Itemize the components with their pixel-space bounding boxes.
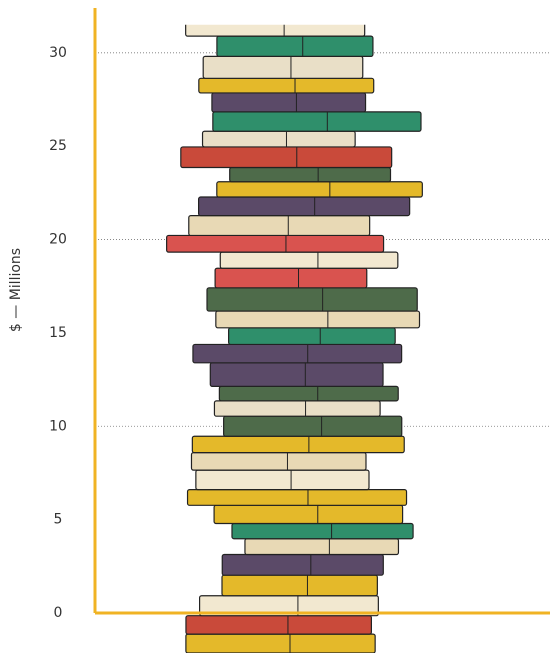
- y-tick-label: 10: [49, 418, 67, 434]
- book: [186, 616, 371, 634]
- y-tick-label: 15: [49, 325, 67, 341]
- book: [167, 235, 384, 252]
- book: [181, 147, 392, 168]
- book: [199, 197, 410, 216]
- book: [189, 216, 370, 236]
- book: [192, 436, 404, 452]
- book: [222, 554, 383, 575]
- y-tick-label: 5: [54, 512, 63, 528]
- book: [220, 252, 398, 268]
- book: [245, 539, 399, 555]
- book: [216, 311, 420, 328]
- book: [213, 112, 421, 131]
- book: [207, 288, 417, 311]
- book: [203, 56, 363, 78]
- y-tick-label: 30: [49, 45, 67, 61]
- book: [215, 268, 367, 288]
- book: [214, 505, 403, 523]
- book: [217, 36, 373, 56]
- book: [196, 470, 369, 489]
- book: [188, 490, 407, 506]
- book: [186, 634, 375, 653]
- y-tick-label: 25: [49, 138, 67, 154]
- y-tick-label: 0: [54, 605, 63, 621]
- book: [232, 524, 413, 539]
- book: [219, 386, 398, 400]
- book: [222, 575, 377, 596]
- book: [191, 453, 366, 471]
- y-tick-label: 20: [49, 232, 67, 248]
- book: [212, 93, 366, 112]
- y-axis-label: $ — Millions: [8, 248, 24, 332]
- book: [203, 131, 356, 147]
- book: [217, 182, 423, 197]
- book: [186, 17, 365, 36]
- book: [230, 168, 391, 182]
- book-stack: [167, 17, 423, 653]
- chart: $ — Millions 0 5 10 15 20 25 30: [0, 0, 550, 656]
- book: [214, 401, 380, 416]
- book: [193, 344, 402, 362]
- book: [224, 416, 402, 436]
- book: [199, 78, 374, 93]
- book: [210, 363, 383, 387]
- book: [229, 328, 396, 345]
